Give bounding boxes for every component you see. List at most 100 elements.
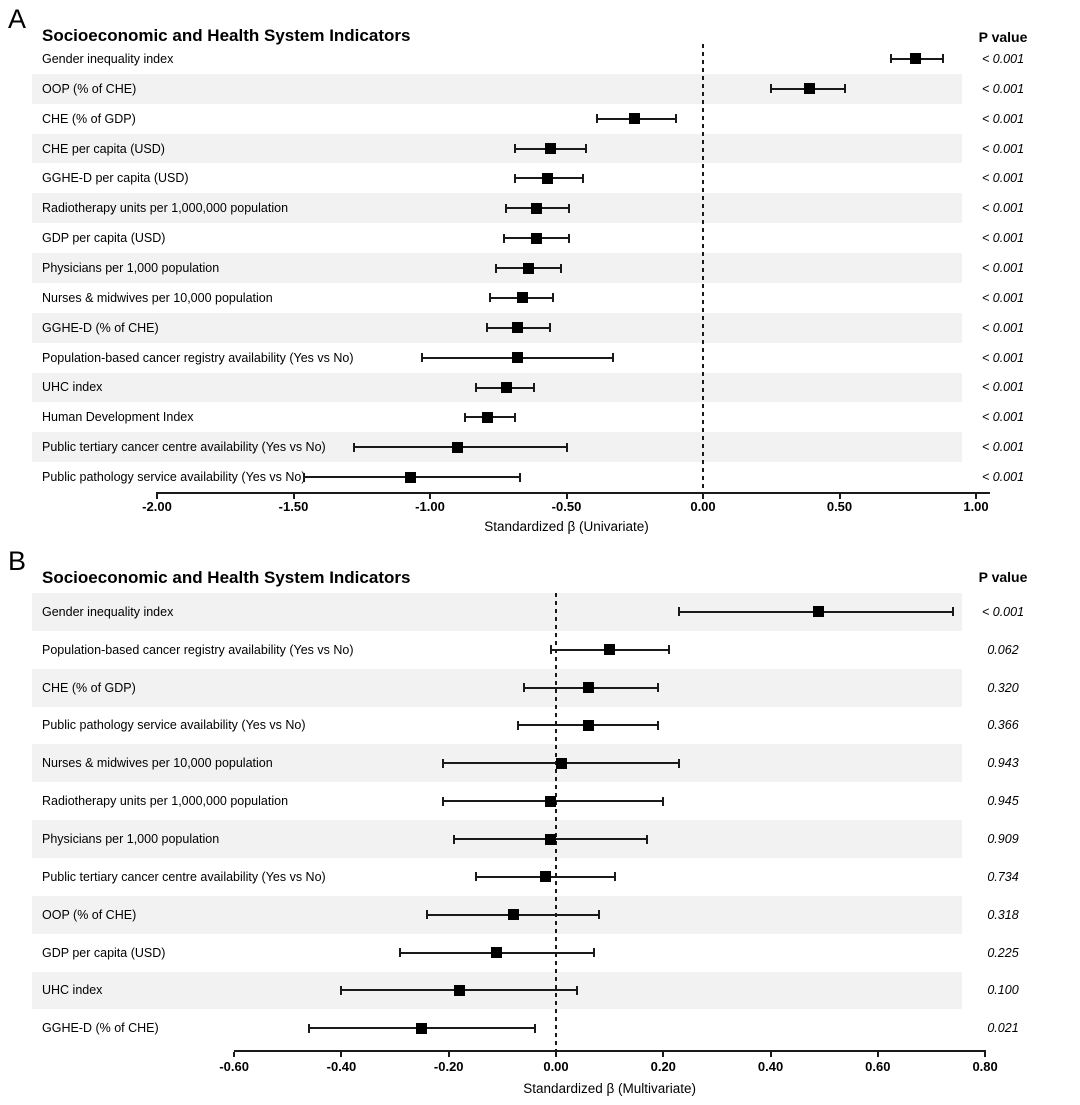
ci-cap-right — [584, 144, 587, 154]
row-label: UHC index — [42, 380, 103, 395]
estimate-marker — [481, 411, 493, 423]
ci-cap-right — [549, 323, 552, 333]
p-value: < 0.001 — [981, 231, 1025, 246]
ci-cap-left — [453, 834, 456, 844]
row-label: OOP (% of CHE) — [42, 907, 137, 922]
x-axis-line — [234, 1050, 986, 1052]
ci-cap-right — [568, 203, 571, 213]
ci-cap-left — [474, 872, 477, 882]
estimate-marker — [555, 757, 567, 769]
p-value: 0.320 — [987, 680, 1019, 695]
ci-cap-left — [442, 796, 445, 806]
zero-reference-line — [555, 593, 557, 1050]
estimate-marker — [582, 682, 594, 694]
panel-b-p-value-header: P value — [978, 569, 1028, 585]
estimate-marker — [604, 644, 616, 656]
x-axis-tick-label: 0.60 — [865, 1059, 891, 1074]
estimate-marker — [545, 795, 557, 807]
ci-cap-right — [656, 683, 659, 693]
p-value: < 0.001 — [981, 171, 1025, 186]
estimate-marker — [813, 606, 825, 618]
x-axis-tick-label: 0.40 — [757, 1059, 784, 1074]
estimate-marker — [491, 947, 503, 959]
row-label: CHE per capita (USD) — [42, 141, 165, 156]
estimate-marker — [803, 83, 815, 95]
ci-cap-left — [494, 263, 497, 273]
p-value: < 0.001 — [981, 410, 1025, 425]
p-value: < 0.001 — [981, 261, 1025, 275]
ci-cap-right — [611, 353, 614, 363]
row-label: Public tertiary cancer centre availabili… — [42, 440, 326, 455]
ci-cap-left — [522, 683, 525, 693]
ci-cap-left — [489, 293, 492, 303]
row-label: GGHE-D (% of CHE) — [42, 320, 159, 335]
x-axis-tick — [429, 494, 431, 499]
row-stripe — [32, 193, 962, 224]
ci-cap-left — [464, 412, 467, 422]
p-value: 0.909 — [987, 832, 1019, 847]
p-value: 0.734 — [987, 869, 1019, 884]
p-value: < 0.001 — [981, 290, 1025, 305]
x-axis-tick-label: -0.20 — [433, 1059, 464, 1074]
x-axis-tick — [984, 1052, 987, 1057]
ci-cap-right — [565, 442, 568, 452]
row-label: Radiotherapy units per 1,000,000 populat… — [42, 794, 289, 809]
row-label: GDP per capita (USD) — [42, 945, 166, 960]
ci-cap-right — [568, 233, 571, 243]
ci-cap-left — [505, 203, 508, 213]
x-axis-tick — [233, 1052, 236, 1057]
row-label: GGHE-D (% of CHE) — [42, 1021, 159, 1036]
ci-cap-left — [513, 144, 516, 154]
row-label: Public pathology service availability (Y… — [42, 470, 306, 485]
estimate-marker — [910, 53, 922, 65]
p-value: < 0.001 — [981, 604, 1025, 619]
estimate-marker — [629, 113, 641, 125]
x-axis-tick — [769, 1052, 772, 1057]
x-axis-tick-label: -2.00 — [142, 499, 172, 514]
x-axis-tick-label: 0.00 — [690, 499, 716, 514]
row-label: Physicians per 1,000 population — [42, 832, 220, 847]
ci-cap-right — [560, 263, 563, 273]
x-axis-tick — [702, 494, 704, 499]
p-value: 0.945 — [987, 794, 1019, 809]
p-value: 0.062 — [987, 642, 1019, 657]
ci-cap-left — [426, 910, 429, 920]
row-label: Public pathology service availability (Y… — [42, 718, 306, 733]
row-label: CHE (% of GDP) — [42, 680, 136, 695]
row-label: Public tertiary cancer centre availabili… — [42, 869, 326, 884]
p-value: 0.318 — [987, 907, 1019, 922]
estimate-marker — [530, 202, 542, 214]
x-axis-tick — [565, 494, 568, 499]
ci-cap-left — [442, 758, 445, 768]
panel-a-letter: A — [8, 4, 27, 34]
p-value: < 0.001 — [981, 380, 1025, 395]
p-value: 0.100 — [987, 983, 1019, 998]
ci-cap-left — [486, 323, 489, 333]
ci-cap-left — [549, 645, 552, 655]
p-value: < 0.001 — [981, 111, 1025, 126]
x-axis-tick-label: -0.60 — [219, 1059, 249, 1074]
x-axis-tick-label: -0.50 — [551, 499, 582, 514]
row-label: Population-based cancer registry availab… — [42, 642, 354, 657]
ci-cap-right — [519, 472, 522, 482]
ci-cap-left — [308, 1023, 311, 1033]
row-stripe — [32, 133, 962, 164]
estimate-marker — [507, 909, 519, 921]
ci-cap-right — [662, 796, 665, 806]
x-axis-tick — [156, 494, 158, 499]
ci-cap-left — [595, 114, 598, 124]
estimate-marker — [453, 984, 465, 996]
p-value: < 0.001 — [981, 201, 1025, 216]
x-axis-tick-label: -1.00 — [415, 499, 445, 514]
ci-cap-right — [656, 720, 659, 730]
ci-cap-right — [513, 412, 516, 422]
p-value: < 0.001 — [981, 51, 1025, 66]
x-axis-line — [156, 492, 990, 494]
row-label: GGHE-D per capita (USD) — [42, 171, 189, 186]
x-axis-title: Standardized β (Univariate) — [484, 519, 649, 534]
row-label: Nurses & midwives per 10,000 population — [42, 756, 273, 771]
x-axis-tick — [876, 1052, 879, 1057]
estimate-marker — [511, 322, 523, 334]
row-label: Gender inequality index — [42, 51, 174, 66]
